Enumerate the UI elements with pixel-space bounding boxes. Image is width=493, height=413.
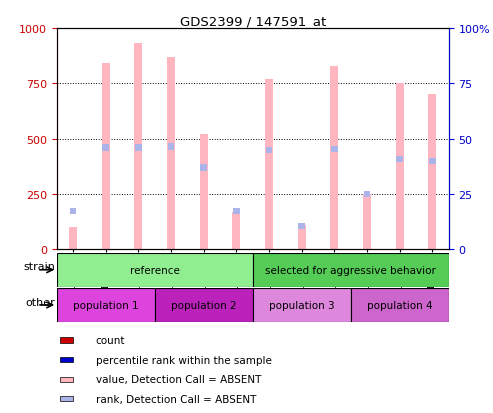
Text: count: count <box>96 335 125 345</box>
Bar <box>102 64 110 250</box>
Bar <box>252 253 449 287</box>
Bar <box>155 288 252 322</box>
Bar <box>351 288 449 322</box>
Bar <box>429 159 435 164</box>
Bar <box>69 228 77 250</box>
Bar <box>60 396 73 401</box>
Bar <box>57 288 155 322</box>
Bar <box>265 80 273 250</box>
Bar <box>428 95 436 250</box>
Bar <box>364 192 370 198</box>
Bar <box>396 156 403 162</box>
Text: percentile rank within the sample: percentile rank within the sample <box>96 355 272 365</box>
Bar <box>57 253 252 287</box>
Text: reference: reference <box>130 265 179 275</box>
Bar <box>252 288 351 322</box>
Bar <box>60 337 73 343</box>
Text: rank, Detection Call = ABSENT: rank, Detection Call = ABSENT <box>96 394 256 404</box>
Bar <box>134 44 142 250</box>
Title: GDS2399 / 147591_at: GDS2399 / 147591_at <box>179 15 326 28</box>
Bar <box>330 66 338 250</box>
Bar <box>200 135 208 250</box>
Bar <box>60 377 73 382</box>
Bar <box>60 357 73 362</box>
Bar <box>70 208 76 214</box>
Text: other: other <box>25 297 55 307</box>
Bar <box>168 144 175 150</box>
Bar <box>167 58 175 250</box>
Text: selected for aggressive behavior: selected for aggressive behavior <box>265 265 436 275</box>
Text: population 3: population 3 <box>269 300 334 310</box>
Text: population 4: population 4 <box>367 300 432 310</box>
Bar <box>298 223 305 230</box>
Bar <box>266 147 272 154</box>
Bar <box>363 195 371 250</box>
Text: strain: strain <box>23 262 55 272</box>
Text: population 1: population 1 <box>73 300 139 310</box>
Bar <box>232 212 241 250</box>
Bar <box>298 225 306 250</box>
Bar <box>200 165 207 171</box>
Bar <box>395 84 404 250</box>
Text: population 2: population 2 <box>171 300 237 310</box>
Bar <box>103 145 109 151</box>
Text: value, Detection Call = ABSENT: value, Detection Call = ABSENT <box>96 374 261 384</box>
Bar <box>233 208 240 214</box>
Bar <box>135 145 141 151</box>
Bar <box>331 146 338 152</box>
